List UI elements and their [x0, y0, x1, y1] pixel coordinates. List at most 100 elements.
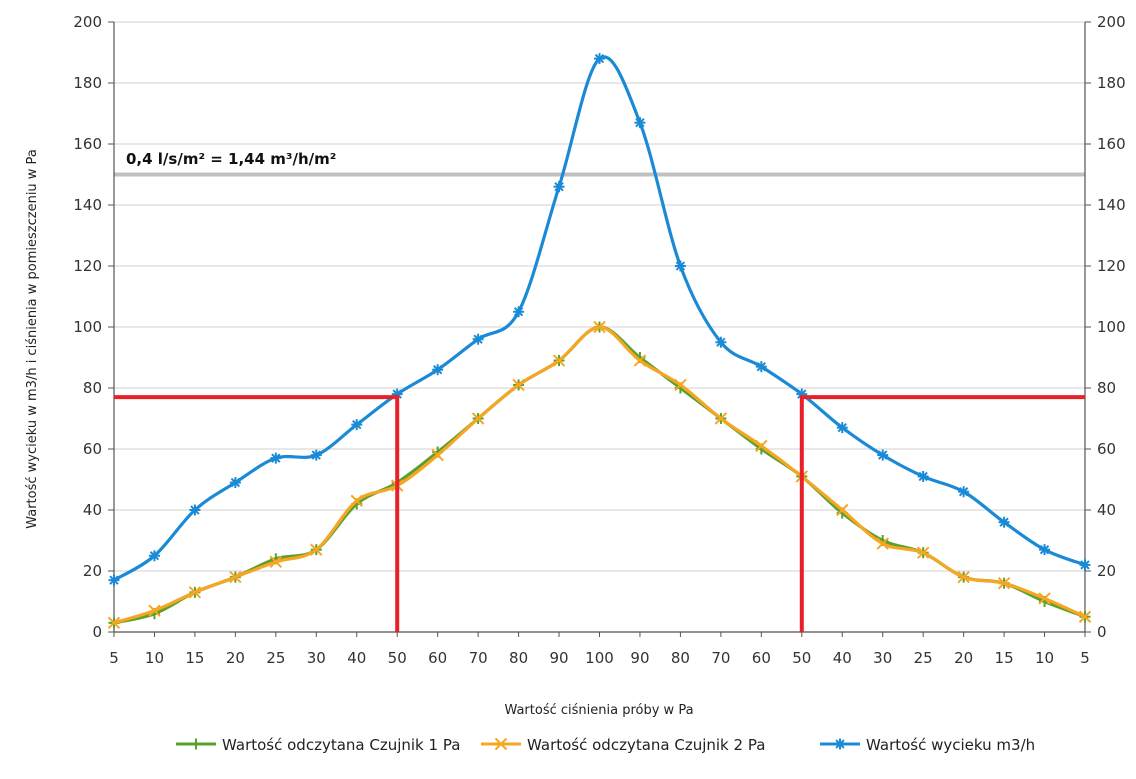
- y-tick-label-left-160: 160: [73, 135, 102, 153]
- legend-item-leakage: Wartość wycieku m3/h: [820, 736, 1035, 754]
- series-line-sensor-2: [113, 325, 1086, 625]
- y-tick-label-left-180: 180: [73, 74, 102, 92]
- point-leakage-2: [189, 504, 201, 516]
- point-sensor-2-13: [633, 354, 647, 367]
- legend-item-sensor-2: Wartość odczytana Czujnik 2 Pa: [481, 736, 765, 754]
- y-tick-label-right-160: 160: [1097, 135, 1126, 153]
- point-leakage-3-d2: [230, 477, 241, 488]
- point-leakage-2-d2: [190, 505, 200, 515]
- threshold-line-left: [114, 395, 400, 632]
- y-tick-label-right-80: 80: [1097, 379, 1116, 397]
- point-sensor-2-22: [997, 576, 1011, 590]
- x-tick-label-2: 15: [185, 649, 204, 667]
- point-sensor-2-6-d2: [350, 494, 363, 508]
- y-tick-label-left-200: 200: [73, 13, 102, 31]
- point-sensor-2-5: [310, 543, 323, 556]
- point-leakage-14: [674, 260, 686, 272]
- point-sensor-2-16-d2: [755, 439, 768, 453]
- point-leakage-12-d2: [594, 53, 605, 64]
- point-leakage-10: [513, 306, 525, 318]
- point-sensor-2-21: [957, 570, 970, 584]
- x-tick-label-11: 90: [549, 649, 568, 667]
- point-leakage-10-d2: [513, 307, 524, 317]
- point-sensor-2-21-d2: [957, 570, 970, 584]
- point-leakage-22: [998, 516, 1010, 528]
- point-sensor-2-4: [269, 555, 283, 569]
- point-leakage-24-d2: [1080, 560, 1090, 570]
- x-tick-label-4: 25: [266, 649, 285, 667]
- point-leakage-13: [634, 117, 646, 129]
- y-tick-label-right-40: 40: [1097, 501, 1116, 519]
- axes: [113, 22, 1086, 637]
- point-leakage-16-d2: [756, 361, 767, 372]
- point-sensor-2-3: [229, 570, 242, 584]
- point-sensor-2-23: [1038, 592, 1051, 605]
- x-tick-label-9: 70: [469, 649, 488, 667]
- point-leakage-13-d2: [635, 117, 645, 128]
- point-sensor-2-11-d2: [552, 354, 566, 367]
- point-leakage-20: [917, 470, 929, 482]
- series-sensor-2: [107, 320, 1092, 630]
- point-sensor-2-1-d2: [148, 604, 161, 617]
- x-tick-label-5: 30: [307, 649, 326, 667]
- point-sensor-2-20: [916, 546, 930, 559]
- point-leakage-18-d2: [837, 422, 847, 433]
- point-sensor-2-19: [876, 537, 889, 550]
- point-leakage-15: [715, 336, 727, 348]
- x-tick-label-1: 10: [145, 649, 164, 667]
- y-axis-title: Wartość wycieku w m3/h i ciśnienia w pom…: [25, 149, 40, 529]
- point-sensor-2-9-d2: [471, 412, 485, 425]
- legend-label-sensor-2: Wartość odczytana Czujnik 2 Pa: [527, 736, 765, 754]
- y-tick-label-right-0: 0: [1097, 623, 1107, 641]
- series-leakage: [108, 53, 1091, 586]
- point-leakage-23: [1039, 544, 1051, 556]
- point-leakage-20-d2: [918, 471, 928, 482]
- y-tick-label-right-120: 120: [1097, 257, 1126, 275]
- point-sensor-2-10: [512, 378, 525, 392]
- x-tick-label-17: 50: [792, 649, 811, 667]
- point-sensor-2-16: [755, 439, 768, 453]
- legend-point-sensor-2-d2: [494, 737, 508, 751]
- x-tick-label-19: 30: [873, 649, 892, 667]
- legend: Wartość odczytana Czujnik 1 Pa Wartość o…: [176, 736, 1035, 754]
- y-tick-label-right-140: 140: [1097, 196, 1126, 214]
- x-tick-label-10: 80: [509, 649, 528, 667]
- point-sensor-2-18: [836, 503, 849, 517]
- point-sensor-2-9: [471, 412, 485, 425]
- x-tick-label-22: 15: [995, 649, 1014, 667]
- y-tick-label-left-120: 120: [73, 257, 102, 275]
- point-sensor-2-14: [674, 378, 687, 392]
- point-sensor-2-2-d2: [188, 586, 202, 599]
- x-tick-label-24: 5: [1080, 649, 1090, 667]
- x-tick-label-12: 100: [585, 649, 614, 667]
- point-sensor-2-12: [593, 320, 606, 334]
- tick-labels: 0 0 20 20 40 40 60 60 80 80 100 100 120 120 140 140 160 1…: [73, 13, 1125, 667]
- point-leakage-17-d2: [797, 389, 807, 399]
- y-tick-label-left-0: 0: [92, 623, 102, 641]
- point-sensor-2-8: [431, 448, 444, 462]
- point-leakage-11-d2: [554, 182, 564, 192]
- point-sensor-2-15-d2: [714, 412, 728, 425]
- y-tick-label-left-60: 60: [83, 440, 102, 458]
- x-tick-label-18: 40: [833, 649, 852, 667]
- point-leakage-23-d2: [1039, 544, 1050, 555]
- point-sensor-2-18-d2: [836, 503, 849, 517]
- x-tick-label-15: 70: [711, 649, 730, 667]
- point-sensor-2-2: [188, 586, 202, 599]
- point-sensor-2-13-d2: [633, 354, 647, 367]
- point-leakage-19: [877, 449, 889, 461]
- x-tick-label-6: 40: [347, 649, 366, 667]
- series-group: [107, 53, 1092, 630]
- y-tick-label-right-100: 100: [1097, 318, 1126, 336]
- y-tick-label-right-60: 60: [1097, 440, 1116, 458]
- point-leakage-6: [351, 419, 363, 431]
- point-leakage-9: [472, 333, 484, 345]
- legend-marker-sensor-1: [190, 738, 202, 750]
- x-tick-label-13: 90: [630, 649, 649, 667]
- point-leakage-22-d2: [999, 517, 1009, 527]
- series-line-sensor-1: [113, 325, 1086, 625]
- x-tick-label-16: 60: [752, 649, 771, 667]
- x-tick-label-21: 20: [954, 649, 973, 667]
- point-sensor-2-10-d2: [512, 378, 525, 392]
